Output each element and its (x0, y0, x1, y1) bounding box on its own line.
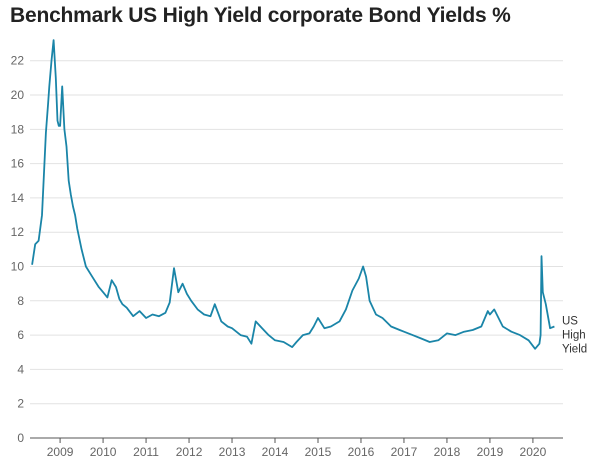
y-tick-label: 8 (17, 294, 24, 308)
x-tick-label: 2013 (219, 445, 246, 459)
y-tick-label: 16 (11, 157, 25, 171)
series-line (31, 39, 555, 350)
y-tick-label: 0 (17, 431, 24, 445)
x-tick-label: 2016 (348, 445, 375, 459)
x-tick-label: 2012 (176, 445, 203, 459)
y-tick-label: 2 (17, 397, 24, 411)
x-tick-label: 2017 (391, 445, 418, 459)
x-tick-label: 2015 (305, 445, 332, 459)
y-tick-label: 22 (11, 54, 25, 68)
x-tick-label: 2019 (477, 445, 504, 459)
chart-title: Benchmark US High Yield corporate Bond Y… (10, 4, 511, 27)
series-end-label: High (562, 330, 586, 342)
y-tick-label: 12 (11, 225, 25, 239)
x-tick-label: 2011 (133, 445, 159, 459)
series-end-label: Yield (562, 344, 587, 356)
x-tick-label: 2010 (90, 445, 117, 459)
x-tick-label: 2020 (520, 445, 547, 459)
y-tick-label: 4 (17, 362, 24, 376)
y-tick-label: 14 (11, 191, 25, 205)
y-tick-label: 10 (11, 260, 25, 274)
x-tick-label: 2014 (262, 445, 289, 459)
y-tick-label: 20 (11, 88, 25, 102)
x-tick-label: 2009 (47, 445, 74, 459)
y-tick-label: 18 (11, 122, 25, 136)
series-end-label: US (562, 316, 578, 328)
x-tick-label: 2018 (434, 445, 461, 459)
y-tick-label: 6 (17, 328, 24, 342)
